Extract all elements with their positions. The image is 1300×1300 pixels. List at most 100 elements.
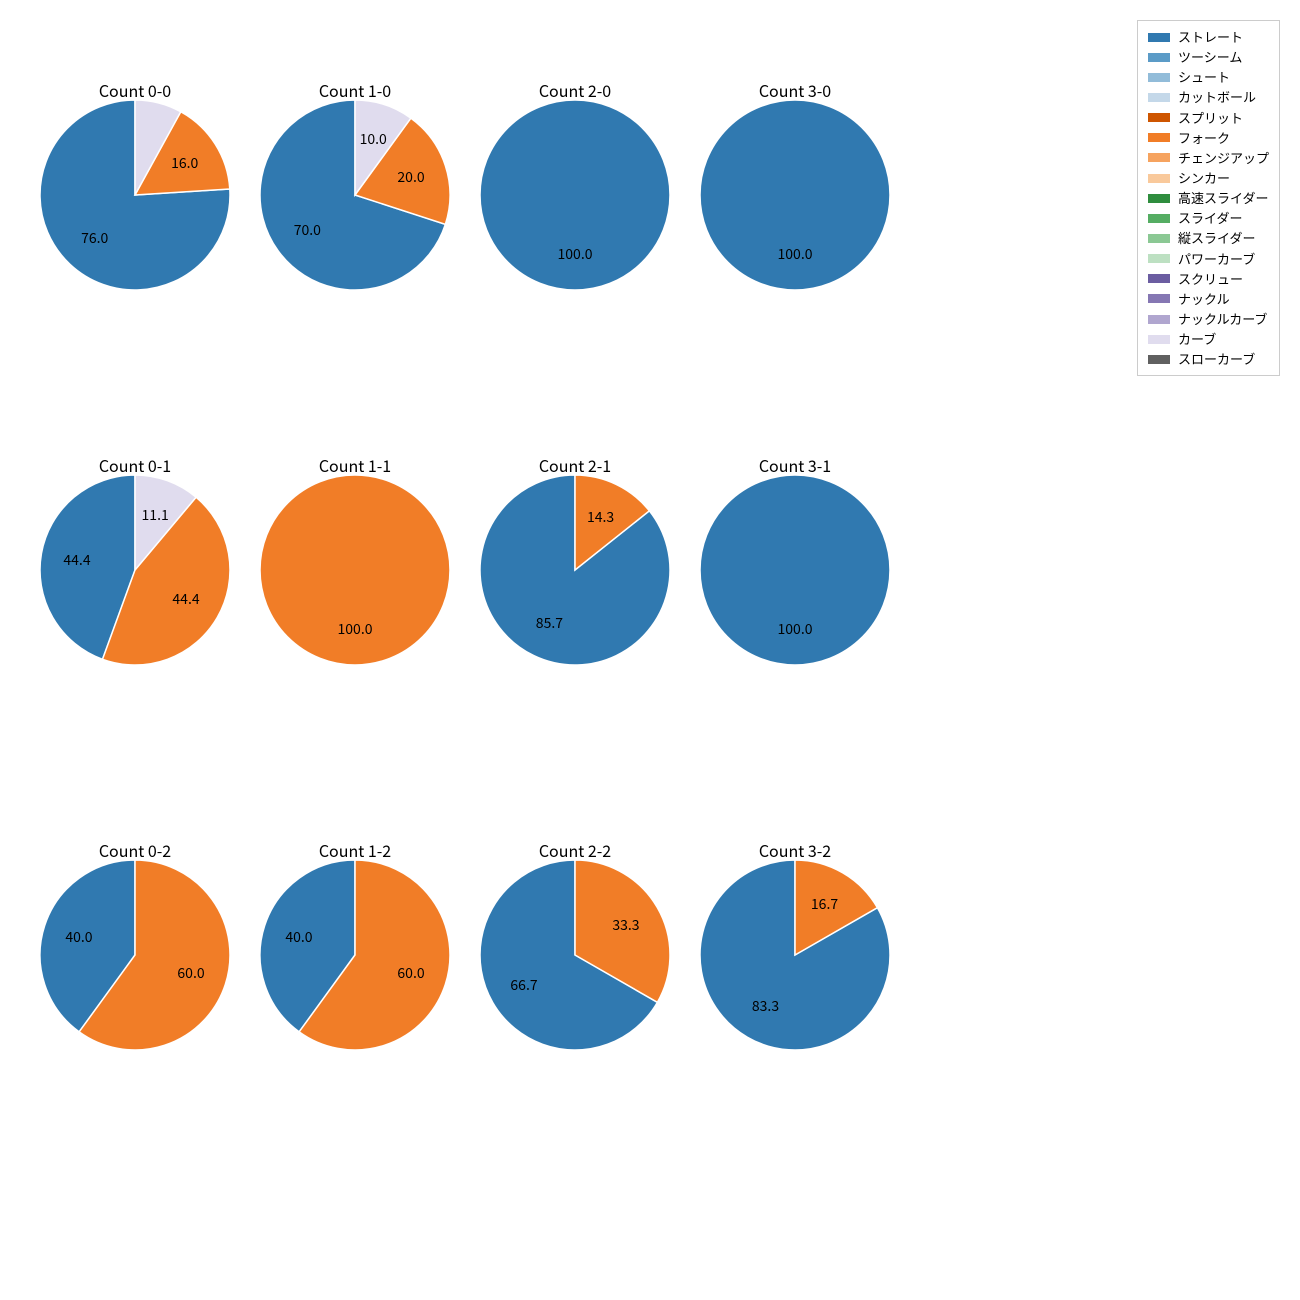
slice-label: 100.0 <box>778 619 813 639</box>
slice-label: 60.0 <box>397 963 424 983</box>
legend-label: スライダー <box>1178 208 1242 228</box>
pie-wrap: 100.0 <box>700 475 890 665</box>
legend-item: スローカーブ <box>1148 349 1269 369</box>
legend-swatch <box>1148 315 1170 324</box>
chart-title: Count 0-2 <box>25 838 245 862</box>
legend-swatch <box>1148 53 1170 62</box>
slice-label: 70.0 <box>294 220 321 240</box>
chart-title: Count 2-2 <box>465 838 685 862</box>
legend-swatch <box>1148 355 1170 364</box>
chart-title: Count 0-1 <box>25 453 245 477</box>
legend-label: フォーク <box>1178 128 1230 148</box>
legend-label: シンカー <box>1178 168 1230 188</box>
legend-item: チェンジアップ <box>1148 148 1269 168</box>
slice-label: 85.7 <box>536 613 563 633</box>
legend-label: スプリット <box>1178 108 1243 128</box>
legend-swatch <box>1148 93 1170 102</box>
legend-swatch <box>1148 214 1170 223</box>
legend-label: スローカーブ <box>1178 349 1255 369</box>
pie-svg <box>260 860 450 1050</box>
legend-label: シュート <box>1178 67 1230 87</box>
legend-swatch <box>1148 113 1170 122</box>
legend-item: フォーク <box>1148 128 1269 148</box>
slice-label: 83.3 <box>752 996 779 1016</box>
legend-swatch <box>1148 274 1170 283</box>
slice-label: 20.0 <box>397 167 424 187</box>
pie-svg <box>480 860 670 1050</box>
legend-label: ストレート <box>1178 27 1243 47</box>
legend-label: 高速スライダー <box>1178 188 1268 208</box>
legend-swatch <box>1148 335 1170 344</box>
legend-item: 縦スライダー <box>1148 228 1269 248</box>
slice-label: 100.0 <box>558 244 593 264</box>
pie-wrap: 83.3 16.7 <box>700 860 890 1050</box>
chart-title: Count 1-2 <box>245 838 465 862</box>
pie-chart-c10: Count 1-070.020.010.0 <box>245 100 465 290</box>
legend-item: ツーシーム <box>1148 47 1269 67</box>
legend-label: パワーカーブ <box>1178 249 1255 269</box>
legend-item: パワーカーブ <box>1148 249 1269 269</box>
slice-label: 11.1 <box>142 505 169 525</box>
pie-wrap: 66.7 33.3 <box>480 860 670 1050</box>
legend-item: カーブ <box>1148 329 1269 349</box>
pie-chart-c11: Count 1-1100.0 <box>245 475 465 665</box>
chart-title: Count 2-0 <box>465 78 685 102</box>
pie-chart-c21: Count 2-185.714.3 <box>465 475 685 665</box>
legend-label: ナックル <box>1178 289 1230 309</box>
slice-label: 66.7 <box>510 975 537 995</box>
pie-wrap: 40.060.0 <box>40 860 230 1050</box>
legend-swatch <box>1148 234 1170 243</box>
pie-svg <box>700 860 890 1050</box>
chart-title: Count 0-0 <box>25 78 245 102</box>
pie-wrap: 100.0 <box>480 100 670 290</box>
legend-label: スクリュー <box>1178 269 1243 289</box>
pie-svg <box>40 860 230 1050</box>
slice-label: 100.0 <box>338 619 373 639</box>
legend-swatch <box>1148 294 1170 303</box>
pie-chart-c00: Count 0-076.016.0 <box>25 100 245 290</box>
legend-swatch <box>1148 73 1170 82</box>
pie-chart-c01: Count 0-144.444.411.1 <box>25 475 245 665</box>
legend-label: ツーシーム <box>1178 47 1242 67</box>
pie-wrap: 100.0 <box>260 475 450 665</box>
slice-label: 40.0 <box>285 927 312 947</box>
pie-wrap: 44.444.411.1 <box>40 475 230 665</box>
legend-item: シュート <box>1148 67 1269 87</box>
legend-label: チェンジアップ <box>1178 148 1269 168</box>
legend-swatch <box>1148 133 1170 142</box>
slice-label: 10.0 <box>360 129 387 149</box>
legend-item: ストレート <box>1148 27 1269 47</box>
legend-item: スライダー <box>1148 208 1269 228</box>
slice-label: 14.3 <box>587 507 614 527</box>
pie-chart-c31: Count 3-1100.0 <box>685 475 905 665</box>
pie-chart-c22: Count 2-266.733.3 <box>465 860 685 1050</box>
slice-label: 33.3 <box>612 915 639 935</box>
legend-item: ナックルカーブ <box>1148 309 1269 329</box>
slice-label: 100.0 <box>778 244 813 264</box>
slice-label: 16.7 <box>811 894 838 914</box>
legend-item: カットボール <box>1148 87 1269 107</box>
legend-swatch <box>1148 194 1170 203</box>
figure-canvas: ストレートツーシームシュートカットボールスプリットフォークチェンジアップシンカー… <box>0 0 1300 1300</box>
legend-item: スクリュー <box>1148 269 1269 289</box>
slice-label: 44.4 <box>63 550 90 570</box>
pie-wrap: 76.016.0 <box>40 100 230 290</box>
pie-chart-c20: Count 2-0100.0 <box>465 100 685 290</box>
pie-wrap: 100.0 <box>700 100 890 290</box>
pie-svg <box>40 475 230 665</box>
chart-title: Count 1-1 <box>245 453 465 477</box>
chart-title: Count 3-1 <box>685 453 905 477</box>
pie-chart-c12: Count 1-240.060.0 <box>245 860 465 1050</box>
slice-label: 60.0 <box>177 963 204 983</box>
slice-label: 76.0 <box>81 228 108 248</box>
legend-swatch <box>1148 254 1170 263</box>
pie-chart-c02: Count 0-240.060.0 <box>25 860 245 1050</box>
pie-wrap: 40.0 60.0 <box>260 860 450 1050</box>
legend-label: 縦スライダー <box>1178 228 1255 248</box>
legend-item: スプリット <box>1148 108 1269 128</box>
legend-swatch <box>1148 153 1170 162</box>
legend-swatch <box>1148 174 1170 183</box>
pie-chart-c30: Count 3-0100.0 <box>685 100 905 290</box>
legend-item: ナックル <box>1148 289 1269 309</box>
legend-label: カーブ <box>1178 329 1216 349</box>
